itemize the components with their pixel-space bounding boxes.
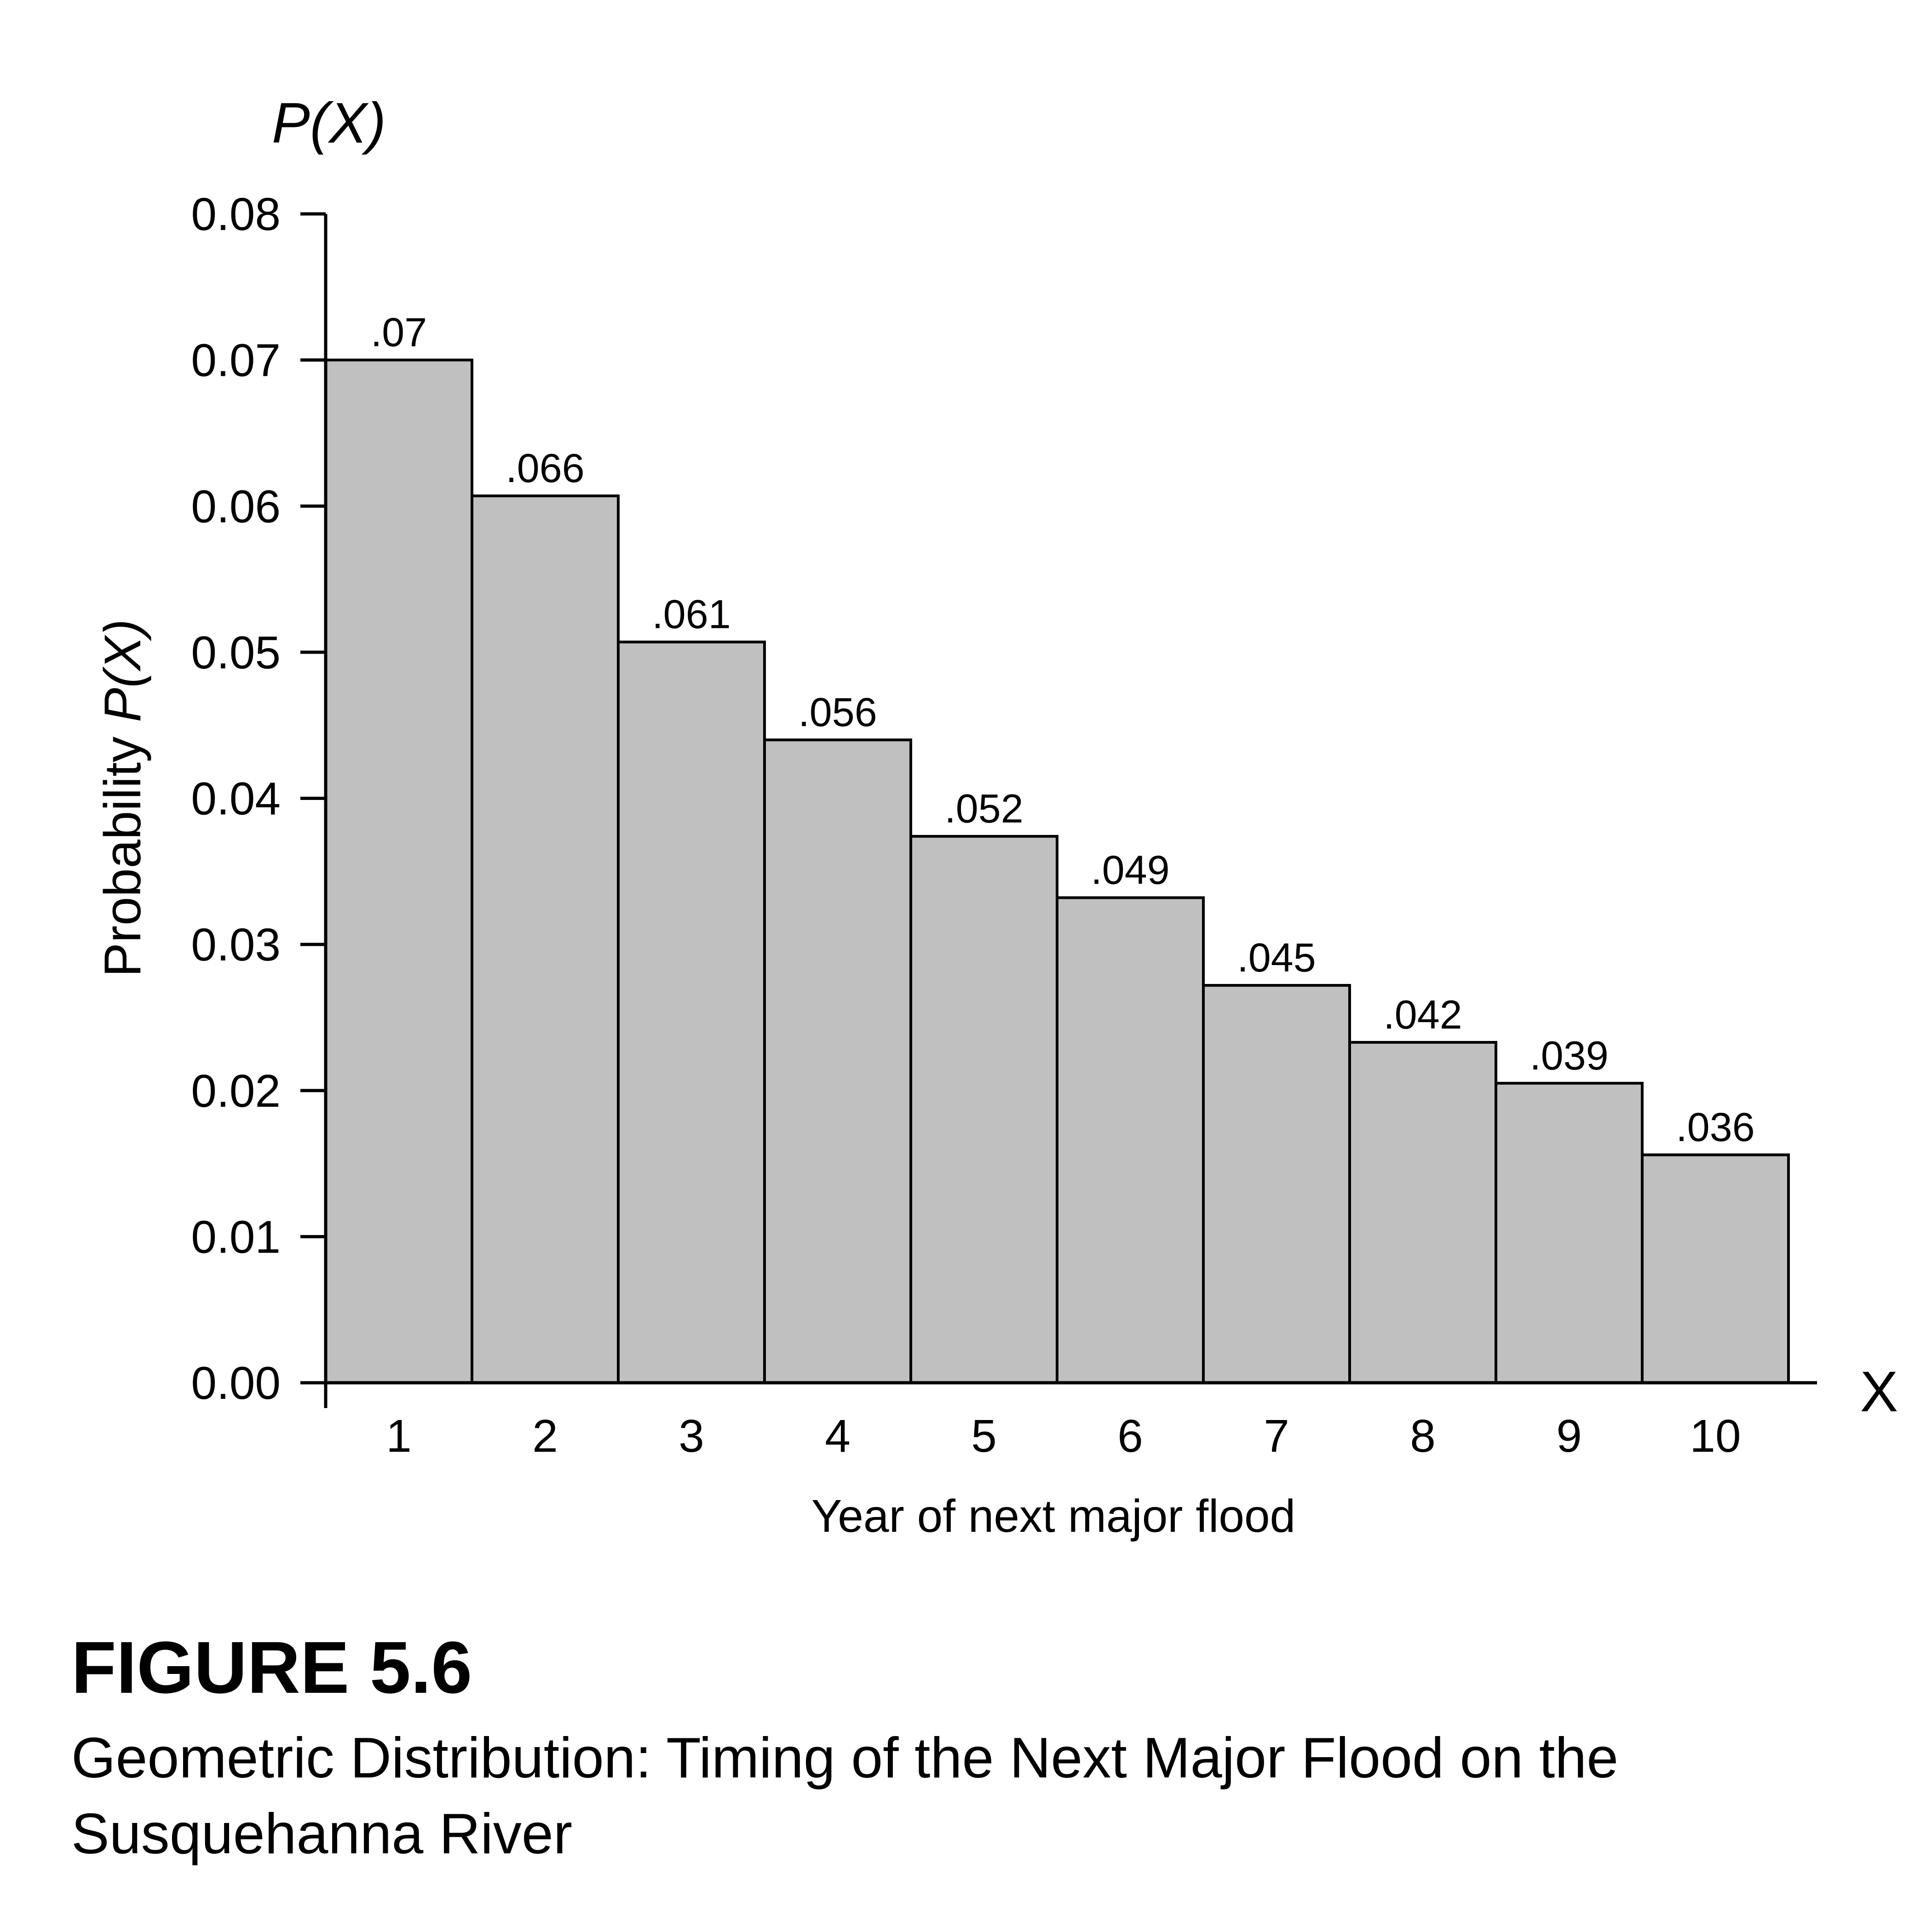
x-tick-labels: 1 2 3 4 5 6 7 8 9 10 — [386, 1410, 1741, 1462]
y-tick-label: 0.04 — [191, 773, 281, 825]
bar-7 — [1202, 984, 1351, 1385]
y-tick-label: 0.08 — [191, 189, 281, 240]
data-label-5: .052 — [944, 786, 1023, 831]
data-label-1: .07 — [371, 310, 427, 355]
bar-9 — [1495, 1081, 1644, 1384]
x-tick-label-2: 2 — [532, 1410, 558, 1462]
y-tick-label: 0.01 — [191, 1211, 281, 1263]
data-label-3: .061 — [652, 592, 730, 637]
bars — [324, 358, 1790, 1385]
data-label-4: .056 — [798, 689, 877, 735]
bar-5 — [909, 835, 1058, 1384]
bar-chart: .07.066.061.056.052.049.045.042.039.036 … — [94, 92, 1898, 1542]
data-labels: .07 .066 .061 .056 .052 .049 .045 .042 .039 .036 — [371, 310, 1755, 1150]
x-tick-label-10: 10 — [1690, 1410, 1741, 1462]
y-ticks: 0.00 0.01 0.02 0.03 0.04 0.05 0.06 0.07 0.08 — [191, 189, 326, 1409]
bar-3 — [617, 640, 766, 1384]
x-tick-label-3: 3 — [678, 1410, 704, 1462]
figure-label: FIGURE 5.6 — [71, 1626, 472, 1708]
y-tick-label: 0.00 — [191, 1357, 281, 1409]
bar-2 — [471, 494, 620, 1384]
y-tick-label: 0.07 — [191, 335, 281, 386]
y-axis-label: Probability P(X) — [94, 619, 151, 977]
x-axis-label: Year of next major flood — [811, 1490, 1296, 1542]
data-label-9: .039 — [1530, 1033, 1608, 1078]
x-tick-label-6: 6 — [1117, 1410, 1143, 1462]
bar-6 — [1056, 896, 1205, 1384]
data-label-2: .066 — [506, 445, 584, 491]
data-label-8: .042 — [1383, 992, 1462, 1037]
x-tick-label-5: 5 — [971, 1410, 997, 1462]
axes — [324, 214, 1817, 1408]
bar-1 — [324, 358, 473, 1384]
x-tick-label-1: 1 — [386, 1410, 412, 1462]
y-tick-label: 0.02 — [191, 1065, 281, 1117]
y-axis-label-symbol: P(X) — [94, 619, 151, 722]
y-tick-label: 0.03 — [191, 919, 281, 971]
y-axis-label-prefix: Probability — [94, 722, 151, 977]
figure-title: Geometric Distribution: Timing of the Ne… — [71, 1726, 1619, 1866]
x-axis-symbol: X — [1860, 1360, 1898, 1424]
bar-8 — [1348, 1041, 1497, 1385]
y-tick-label: 0.06 — [191, 481, 281, 532]
y-axis-symbol: P(X) — [272, 92, 386, 155]
y-tick-label: 0.05 — [191, 627, 281, 678]
x-tick-label-8: 8 — [1410, 1410, 1436, 1462]
x-tick-label-7: 7 — [1264, 1410, 1289, 1462]
bar-10 — [1641, 1153, 1790, 1384]
data-label-6: .049 — [1091, 847, 1169, 892]
data-label-10: .036 — [1676, 1104, 1754, 1150]
bar-4 — [763, 738, 912, 1384]
data-label-7: .045 — [1237, 935, 1316, 980]
x-tick-label-9: 9 — [1556, 1410, 1582, 1462]
x-tick-label-4: 4 — [825, 1410, 851, 1462]
